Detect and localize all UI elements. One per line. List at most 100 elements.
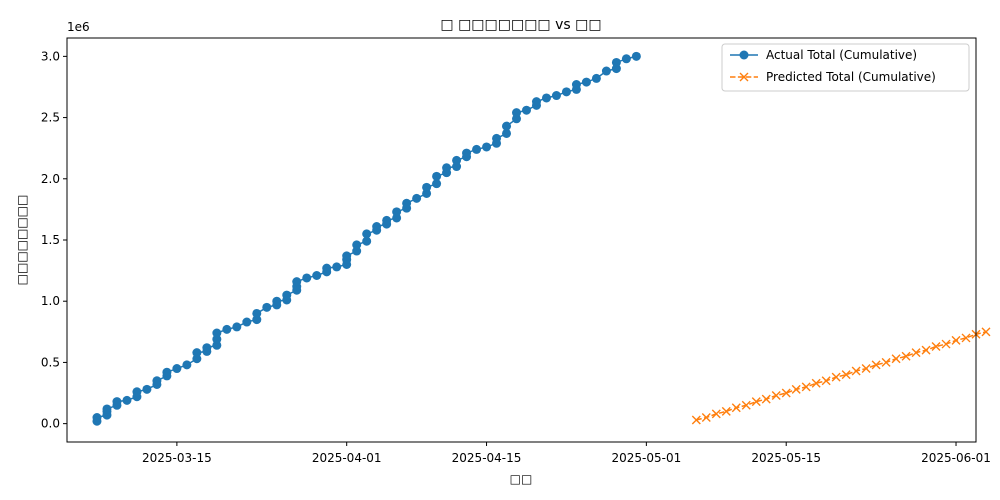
legend-marker [739, 50, 749, 60]
data-point [122, 395, 132, 405]
data-point [132, 387, 142, 397]
data-point [112, 397, 122, 407]
data-point [881, 357, 891, 367]
data-point [102, 404, 112, 414]
data-point [851, 366, 861, 376]
data-point [821, 376, 831, 386]
data-point [731, 403, 741, 413]
data-point [152, 376, 162, 386]
data-point [462, 148, 472, 158]
plot-area [66, 37, 991, 443]
data-point [791, 384, 801, 394]
data-point [452, 155, 462, 165]
data-point [871, 360, 881, 370]
data-point [362, 236, 372, 246]
data-point [212, 328, 222, 338]
data-point [911, 348, 921, 358]
data-point [711, 409, 721, 419]
y-tick-label: 0.5 [41, 355, 60, 369]
data-point [512, 108, 522, 118]
data-point [342, 251, 352, 261]
y-axis-multiplier: 1e6 [67, 20, 90, 34]
data-point [482, 142, 492, 152]
data-point [941, 339, 951, 349]
y-tick-label: 1.0 [41, 294, 60, 308]
series-line [696, 331, 987, 421]
data-point [222, 324, 232, 334]
data-point [232, 322, 242, 332]
series-1 [92, 51, 641, 426]
y-axis-title: □□□□□□□□ [15, 195, 29, 286]
data-point [591, 73, 601, 83]
data-point [172, 364, 182, 374]
x-tick-label: 2025-06-01 [921, 451, 991, 465]
data-point [611, 57, 621, 67]
data-point [282, 290, 292, 300]
data-point [891, 354, 901, 364]
data-point [352, 240, 362, 250]
y-tick-label: 2.0 [41, 172, 60, 186]
x-tick-label: 2025-05-15 [751, 451, 821, 465]
legend-marker [739, 72, 749, 82]
legend-label: Actual Total (Cumulative) [766, 48, 917, 62]
data-point [492, 133, 502, 143]
data-point [771, 390, 781, 400]
data-point [372, 222, 382, 232]
data-point [412, 193, 422, 203]
data-point [432, 179, 442, 189]
data-point [951, 335, 961, 345]
data-point [831, 372, 841, 382]
data-point [921, 345, 931, 355]
data-point [312, 271, 322, 281]
data-point [382, 215, 392, 225]
data-point [322, 263, 332, 273]
y-axis: 0.0 0.5 1.0 1.5 2.0 2.5 3.0 [41, 49, 67, 431]
data-point [302, 273, 312, 283]
data-point [202, 343, 212, 353]
data-point [252, 308, 262, 318]
data-point [292, 277, 302, 287]
series-2 [691, 327, 991, 425]
data-point [571, 80, 581, 90]
data-point [621, 54, 631, 64]
data-point [861, 364, 871, 374]
data-point [182, 360, 192, 370]
data-point [392, 207, 402, 217]
data-point [332, 262, 342, 272]
data-point [521, 105, 531, 115]
data-point [741, 400, 751, 410]
data-point [162, 367, 172, 377]
data-point [601, 66, 611, 76]
legend-box [721, 43, 970, 92]
data-point [751, 397, 761, 407]
data-point [801, 382, 811, 392]
data-point [402, 198, 412, 208]
y-tick-label: 3.0 [41, 49, 60, 63]
y-tick-label: 0.0 [41, 417, 60, 431]
x-tick-label: 2025-04-01 [312, 451, 382, 465]
data-point [432, 171, 442, 181]
data-point [691, 415, 701, 425]
data-point [541, 93, 551, 103]
data-point [981, 327, 991, 337]
data-point [781, 388, 791, 398]
data-point [242, 317, 252, 327]
data-point [272, 296, 282, 306]
data-point [901, 351, 911, 361]
data-point [961, 333, 971, 343]
data-point [841, 370, 851, 380]
data-point [142, 384, 152, 394]
legend-label: Predicted Total (Cumulative) [766, 70, 936, 84]
data-point [721, 406, 731, 416]
data-point [931, 342, 941, 352]
data-point [502, 128, 512, 138]
data-point [262, 302, 272, 312]
data-point [531, 97, 541, 107]
x-tick-label: 2025-03-15 [142, 451, 212, 465]
data-point [581, 77, 591, 87]
data-point [362, 229, 372, 239]
chart-title: □ □□□□□□□ vs □□ [440, 17, 601, 33]
data-point [551, 91, 561, 101]
data-point [442, 163, 452, 173]
